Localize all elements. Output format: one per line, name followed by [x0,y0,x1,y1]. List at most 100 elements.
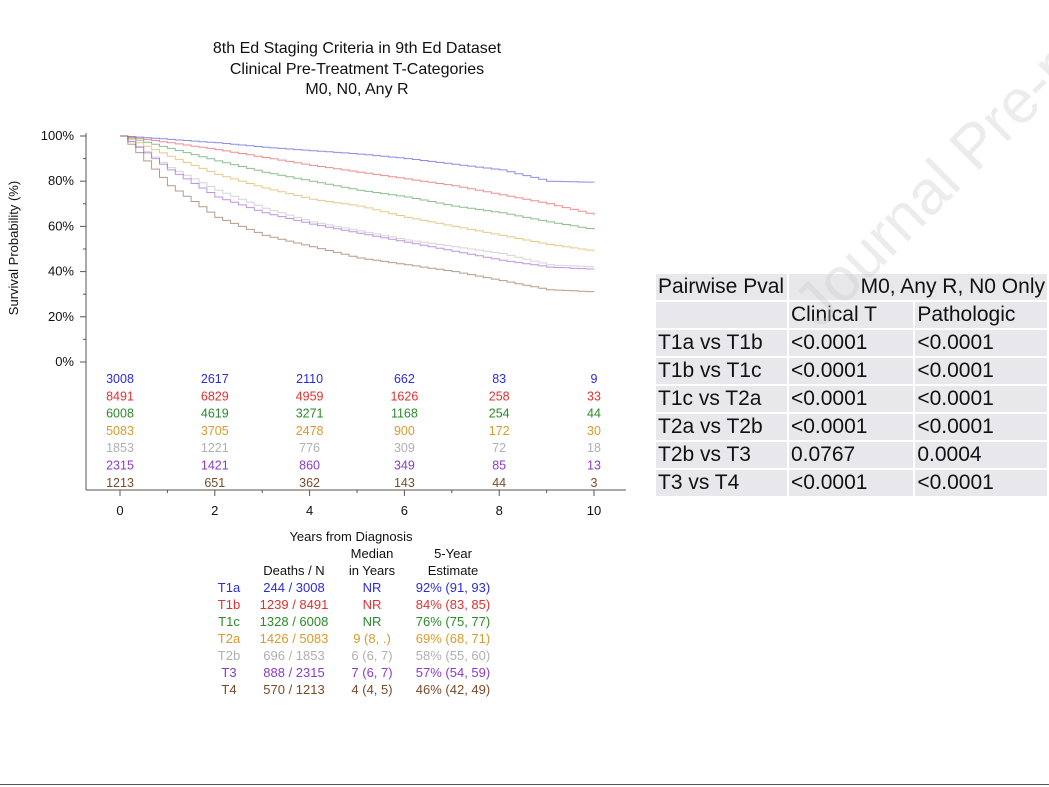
at-risk-t1a-4: 2110 [296,372,323,386]
summary-five-t2b: 58% (55, 60) [416,648,490,663]
summary-name-t2a: T2a [218,631,241,646]
at-risk-t2b-2: 1221 [201,441,229,455]
at-risk-t3-6: 349 [394,459,415,473]
at-risk-t1a-6: 662 [394,372,415,386]
summary-deaths-t3: 888 / 2315 [263,665,324,680]
x-tick-label: 0 [116,503,123,518]
summary-five-t1c: 76% (75, 77) [416,614,490,629]
pval-row-label: T3 vs T4 [656,470,787,496]
at-risk-t1b-6: 1626 [390,389,418,403]
summary-name-t3: T3 [221,665,236,680]
at-risk-t1a-2: 2617 [201,372,229,386]
summary-median-t1a: NR [363,580,382,595]
at-risk-t4-6: 143 [394,476,415,490]
survival-curve-t4 [120,135,595,293]
x-tick-label: 10 [587,503,601,518]
survival-chart: 0% 20% 40% 60% 80% 100% 0 2 4 6 8 10 Years from Diag… [6,128,626,697]
pval-row-label: T1b vs T1c [656,358,787,384]
summary-five-t3: 57% (54, 59) [416,665,490,680]
at-risk-t2b-6: 309 [394,441,415,455]
summary-name-t2b: T2b [218,648,240,663]
at-risk-t4-4: 362 [299,476,320,490]
summary-deaths-t2a: 1426 / 5083 [260,631,329,646]
at-risk-t2a-6: 900 [394,424,415,438]
at-risk-t1b-2: 6829 [201,389,229,403]
chart-title-line3: M0, N0, Any R [305,81,409,98]
x-tick-label: 6 [401,503,408,518]
summary-name-t1a: T1a [218,580,241,595]
at-risk-t2b-8: 72 [492,441,506,455]
y-tick-label: 100% [41,128,75,143]
chart-title-line1: 8th Ed Staging Criteria in 9th Ed Datase… [212,40,502,57]
at-risk-t2a-8: 172 [489,424,510,438]
pval-pathologic-value: <0.0001 [915,330,1047,356]
summary-deaths-t1b: 1239 / 8491 [260,597,329,612]
pval-clinical-value: 0.0767 [788,442,914,468]
at-risk-t2b-4: 776 [299,441,320,455]
y-tick-label: 20% [48,309,74,324]
summary-five-t1b: 84% (83, 85) [416,597,490,612]
watermark: Journal Pre-proof [780,0,1049,340]
at-risk-t4-8: 44 [492,476,506,490]
pval-pathologic-value: <0.0001 [915,358,1047,384]
survival-curve-t1c [120,135,595,230]
at-risk-t1b-8: 258 [489,389,510,403]
pval-clinical-value: <0.0001 [788,414,914,440]
survival-curve-t1b [120,135,595,216]
at-risk-t1b-10: 33 [587,389,601,403]
y-axis-label: Survival Probability (%) [6,181,21,315]
summary-header-median: in Years [349,563,396,578]
pval-row: T3 vs T4 <0.0001 <0.0001 [656,470,1047,496]
pval-row-label: T2b vs T3 [656,442,787,468]
at-risk-t1b-0: 8491 [106,389,134,403]
summary-name-t4: T4 [221,682,236,697]
pval-clinical-value: <0.0001 [788,330,914,356]
pval-row: T1c vs T2a <0.0001 <0.0001 [656,386,1047,412]
at-risk-t2a-2: 3705 [201,424,229,438]
summary-median-t1c: NR [363,614,382,629]
at-risk-t2a-4: 2478 [296,424,324,438]
summary-median-t2a: 9 (8, .) [353,631,391,646]
chart-title-line2: Clinical Pre-Treatment T-Categories [229,61,485,78]
summary-header-median: Median [351,546,394,561]
summary-deaths-t4: 570 / 1213 [263,682,324,697]
summary-median-t2b: 6 (6, 7) [351,648,392,663]
pval-clinical-value: <0.0001 [788,386,914,412]
summary-name-t1c: T1c [218,614,240,629]
at-risk-t3-2: 1421 [201,459,229,473]
at-risk-t1c-8: 254 [489,407,510,421]
pval-clinical-value: <0.0001 [788,470,914,496]
x-axis-label: Years from Diagnosis [289,529,413,544]
survival-curve-t2b [120,135,595,268]
y-tick-label: 40% [48,264,74,279]
pval-row: T2a vs T2b <0.0001 <0.0001 [656,414,1047,440]
summary-deaths-t2b: 696 / 1853 [263,648,324,663]
y-tick-label: 80% [48,173,74,188]
at-risk-t1c-4: 3271 [296,407,324,421]
at-risk-t2a-0: 5083 [106,424,134,438]
summary-median-t4: 4 (4, 5) [351,682,392,697]
at-risk-t1a-8: 83 [492,372,506,386]
summary-five-t2a: 69% (68, 71) [416,631,490,646]
survival-curve-t3 [120,135,595,270]
pval-pathologic-value: <0.0001 [915,386,1047,412]
x-tick-label: 8 [496,503,503,518]
pval-pathologic-value: <0.0001 [915,414,1047,440]
at-risk-t1c-2: 4619 [201,407,229,421]
pval-row: T1b vs T1c <0.0001 <0.0001 [656,358,1047,384]
summary-five-t4: 46% (42, 49) [416,682,490,697]
x-tick-label: 2 [211,503,218,518]
y-tick-label: 0% [55,354,74,369]
summary-median-t3: 7 (6, 7) [351,665,392,680]
at-risk-t2b-10: 18 [587,441,601,455]
at-risk-t2a-10: 30 [587,424,601,438]
pval-row-label: T1a vs T1b [656,330,787,356]
at-risk-t3-8: 85 [492,459,506,473]
at-risk-t4-2: 651 [204,476,225,490]
summary-five-t1a: 92% (91, 93) [416,580,490,595]
at-risk-t2b-0: 1853 [106,441,134,455]
summary-header-five-year: Estimate [428,563,479,578]
pval-pathologic-value: <0.0001 [915,470,1047,496]
summary-median-t1b: NR [363,597,382,612]
at-risk-t3-4: 860 [299,459,320,473]
